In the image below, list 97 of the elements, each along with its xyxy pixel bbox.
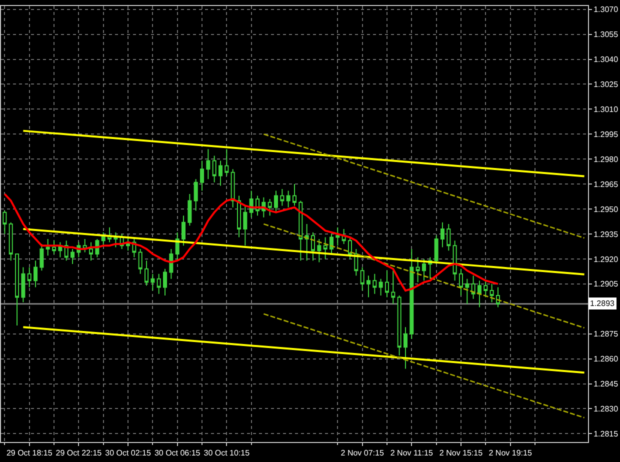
x-tick-label: 30 Oct 10:15 [204, 448, 250, 458]
candlestick [182, 215, 186, 246]
candlestick [188, 194, 192, 226]
candlestick [114, 232, 118, 248]
y-tick-label: 1.2860 [594, 354, 619, 364]
candlestick [397, 295, 402, 356]
candlestick [329, 233, 334, 254]
candlestick [34, 260, 38, 288]
candlestick [416, 256, 420, 283]
candlestick [348, 236, 352, 260]
candlestick [218, 160, 223, 186]
candlestick [212, 155, 216, 183]
candlestick [280, 188, 284, 206]
candlestick [452, 240, 457, 282]
candlestick [175, 232, 180, 262]
y-tick-label: 1.3070 [594, 5, 619, 14]
candlestick [194, 178, 198, 212]
candlestick [410, 248, 414, 340]
x-tick-label: 2 Nov 19:15 [488, 448, 532, 458]
candlestick [458, 268, 463, 296]
candlestick [200, 160, 204, 192]
candlestick [366, 275, 370, 298]
candlestick [391, 270, 396, 304]
line-series [22, 130, 586, 178]
candlestick [440, 222, 444, 248]
candlestick [286, 190, 290, 208]
candlestick [477, 280, 482, 308]
y-tick-label: 1.3010 [594, 104, 619, 114]
candlestick [422, 258, 426, 282]
candlestick [27, 266, 32, 288]
candlestick [89, 242, 94, 262]
line-series [4, 193, 499, 292]
line-series [262, 313, 585, 418]
candlestick [21, 266, 26, 303]
candlestick [163, 268, 168, 296]
candlestick [317, 238, 322, 263]
candlestick [52, 240, 56, 254]
candlestick [378, 278, 383, 296]
candlestick [169, 248, 174, 280]
candlestick [150, 273, 155, 292]
y-tick-label: 1.2980 [594, 154, 619, 164]
candlestick [46, 238, 50, 256]
candlestick [268, 198, 272, 216]
candlestick [434, 235, 438, 264]
candlestick [372, 273, 377, 294]
x-tick-label: 2 Nov 11:15 [390, 448, 434, 458]
y-tick-label: 1.2935 [594, 230, 619, 239]
x-tick-label: 2 Nov 15:15 [439, 448, 484, 458]
candlestick [323, 236, 328, 260]
line-series [22, 326, 586, 374]
candlestick [237, 195, 242, 238]
candlestick [230, 168, 235, 208]
candlestick [138, 248, 142, 274]
y-tick-label: 1.2905 [594, 280, 619, 289]
y-tick-label: 1.2845 [594, 380, 619, 389]
candlestick [310, 232, 316, 262]
x-tick-label: 2 Nov 07:15 [340, 448, 384, 458]
candlestick [403, 326, 408, 370]
candlestick [224, 148, 229, 176]
candlestick [484, 280, 488, 298]
candlestick [471, 275, 476, 300]
y-tick-label: 1.2920 [594, 254, 619, 264]
x-tick-label: 29 Oct 22:15 [56, 448, 102, 458]
y-tick-label: 1.2965 [594, 180, 619, 189]
candlestick [8, 222, 13, 262]
candlestick [206, 148, 210, 180]
candlestick [336, 226, 340, 246]
candlestick [304, 224, 309, 262]
line-series [22, 228, 586, 276]
x-tick-label: 30 Oct 02:15 [105, 448, 152, 458]
candlestick [384, 270, 389, 298]
candlestick [274, 190, 278, 213]
y-tick-label: 1.2875 [594, 330, 619, 339]
y-tick-label: 1.2995 [594, 130, 619, 139]
line-series [262, 223, 585, 329]
candlestick [490, 283, 494, 303]
candlestick [446, 224, 451, 252]
y-tick-label: 1.2950 [594, 204, 619, 214]
x-tick-label: 29 Oct 18:15 [6, 448, 53, 458]
y-tick-label: 1.3025 [594, 80, 619, 90]
candlestick [15, 253, 20, 326]
candlestick [360, 266, 364, 292]
line-series [262, 133, 585, 239]
candlestick [292, 184, 297, 206]
ref-line-label: 1.2893 [590, 299, 616, 308]
candlestick [144, 260, 149, 286]
y-tick-label: 1.2815 [594, 429, 619, 438]
candlestick [298, 200, 303, 262]
x-tick-label: 30 Oct 06:15 [154, 448, 201, 458]
y-tick-label: 1.3040 [594, 55, 619, 64]
y-tick-label: 1.2830 [594, 404, 619, 414]
candlestick [465, 278, 470, 304]
y-tick-label: 1.3055 [594, 30, 619, 40]
candlestick [2, 210, 7, 234]
candlestick [243, 205, 248, 246]
candlestick [70, 248, 75, 264]
candlestick [156, 273, 161, 294]
